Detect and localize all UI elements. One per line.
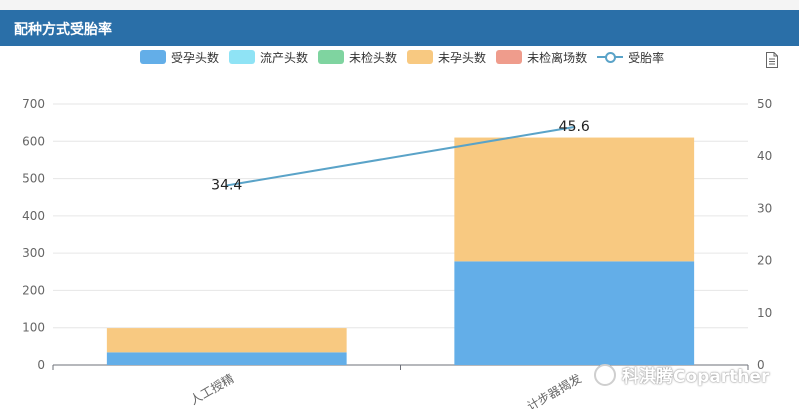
- legend-label-aborted: 流产头数: [260, 50, 309, 65]
- panel-title: 配种方式受胎率: [14, 22, 112, 38]
- wechat-logo: [594, 363, 616, 386]
- y-left-tick-label: 200: [22, 283, 45, 297]
- rate-data-label: 45.6: [559, 119, 590, 135]
- y-left-tick-label: 300: [22, 246, 45, 260]
- bar-segment: [106, 328, 347, 353]
- legend-item-conception-rate[interactable]: 受胎率: [597, 49, 664, 66]
- watermark-text: 科淇腾Coparther: [622, 367, 770, 387]
- legend-swatch-conception-rate: [597, 50, 624, 64]
- legend-swatch-conceived: [140, 50, 166, 64]
- x-tick-label: 人工授精: [187, 371, 236, 408]
- bar-segment: [106, 352, 347, 365]
- bar-segment: [454, 137, 695, 262]
- legend-item-conceived[interactable]: 受孕头数: [140, 49, 219, 66]
- legend-swatch-aborted: [229, 50, 256, 64]
- y-left-tick-label: 700: [22, 97, 45, 111]
- rate-line: [226, 125, 575, 187]
- legend-swatch-not-pregnant: [407, 50, 434, 64]
- legend-item-not-pregnant[interactable]: 未孕头数: [407, 49, 486, 66]
- y-left-tick-label: 600: [22, 134, 45, 148]
- legend-item-aborted[interactable]: 流产头数: [229, 49, 308, 66]
- y-right-tick-label: 50: [757, 97, 772, 111]
- y-right-tick-label: 20: [757, 254, 772, 268]
- y-right-tick-label: 0: [757, 358, 765, 372]
- legend-label-unchecked-left: 未检离场数: [527, 50, 588, 65]
- top-strip: [0, 0, 799, 10]
- y-left-tick-label: 0: [37, 358, 45, 372]
- y-left-tick-label: 100: [22, 321, 45, 335]
- legend-label-not-pregnant: 未孕头数: [438, 50, 487, 65]
- rate-data-label: 34.4: [211, 177, 242, 193]
- legend-label-unchecked: 未检头数: [349, 50, 398, 65]
- chart-legend: 受孕头数 流产头数 未检头数 未孕头数 未检离场数 受胎率: [140, 49, 674, 65]
- y-right-tick-label: 40: [757, 149, 772, 163]
- document-icon[interactable]: [765, 52, 779, 68]
- legend-item-unchecked[interactable]: 未检头数: [318, 49, 397, 66]
- x-tick-label: 计步器揭发: [524, 371, 583, 409]
- legend-item-unchecked-left[interactable]: 未检离场数: [496, 49, 587, 66]
- legend-swatch-unchecked: [318, 50, 345, 64]
- y-right-tick-label: 30: [757, 201, 772, 215]
- y-right-tick-label: 10: [757, 306, 772, 320]
- watermark: 科淇腾Coparther: [594, 362, 769, 387]
- bar-segment: [454, 261, 695, 365]
- legend-label-conceived: 受孕头数: [171, 50, 220, 65]
- legend-swatch-unchecked-left: [496, 50, 523, 64]
- legend-label-conception-rate: 受胎率: [628, 50, 665, 65]
- y-left-tick-label: 500: [22, 172, 45, 186]
- y-left-tick-label: 400: [22, 209, 45, 223]
- panel-header: 配种方式受胎率: [0, 10, 799, 46]
